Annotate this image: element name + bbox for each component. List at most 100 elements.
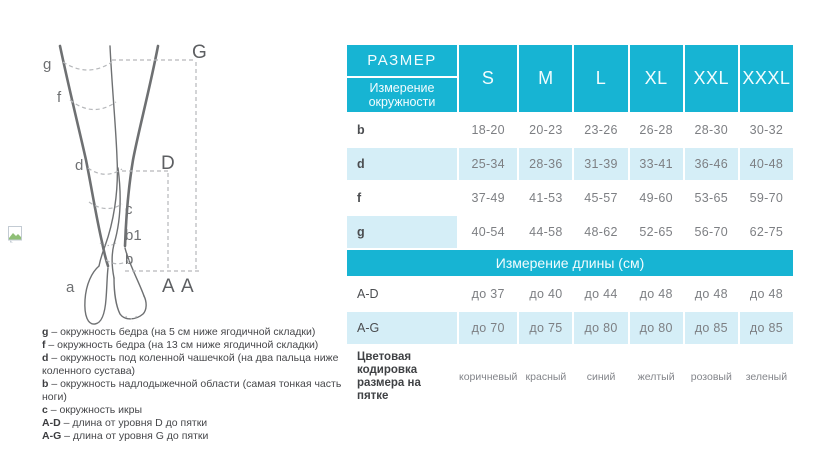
table-cell: 30-32 — [749, 123, 784, 137]
legend-text: – окружность надлодыжечной области (сама… — [42, 378, 342, 403]
diagram-label-d: d — [75, 157, 83, 174]
legend-text: – окружность икры — [47, 404, 142, 416]
table-cell: 44-58 — [529, 225, 563, 239]
table-cell: до 85 — [739, 312, 793, 344]
legend-item-g: g – окружность бедра (на 5 см ниже ягоди… — [42, 326, 344, 339]
g-level-curve — [62, 61, 113, 71]
diagram-label-a: a — [66, 279, 75, 296]
table-cell: 36-46 — [684, 148, 738, 180]
table-cell: 59-70 — [749, 191, 784, 205]
diagram-label-G: G — [192, 42, 207, 63]
left-leg-outer-line — [58, 44, 110, 268]
size-table: РАЗМЕР Измерение окружности S M L XL XXL… — [347, 45, 793, 408]
row-label-f: f — [357, 191, 362, 205]
size-header-box: РАЗМЕР — [347, 45, 457, 76]
legend-item-d: d – окружность под коленной чашечкой (на… — [42, 352, 344, 378]
legend-text: – окружность под коленной чашечкой (на д… — [42, 352, 339, 377]
table-cell: 18-20 — [471, 123, 505, 137]
legend-text: – окружность бедра (на 13 см ниже ягодич… — [45, 339, 319, 351]
legend-key: f — [42, 339, 46, 351]
size-column-M: M — [519, 45, 573, 112]
legs-inner-line — [98, 45, 119, 267]
table-cell: до 44 — [584, 287, 618, 301]
row-label-d: d — [347, 148, 457, 180]
right-leg-outer-line — [123, 44, 160, 248]
legend-key: g — [42, 326, 49, 338]
diagram-label-A-left: A — [162, 276, 175, 297]
table-cell: 23-26 — [584, 123, 618, 137]
diagram-label-A-right: A — [181, 276, 194, 297]
legend-item-c: c – окружность икры — [42, 404, 344, 417]
legend-key: c — [42, 404, 48, 416]
legend-text: – длина от уровня D до пятки — [60, 417, 208, 429]
heel-color-M: красный — [525, 371, 567, 383]
measure-header-box: Измерение окружности — [347, 78, 457, 112]
diagram-label-g: g — [43, 56, 51, 73]
row-label-g: g — [347, 216, 457, 248]
table-cell: до 37 — [471, 287, 505, 301]
legend-item-b: b – окружность надлодыжечной области (са… — [42, 378, 344, 404]
table-cell: до 75 — [519, 312, 573, 344]
table-cell: 53-65 — [694, 191, 729, 205]
legend-key: A-G — [42, 430, 62, 442]
b-level-curve — [105, 258, 132, 265]
table-cell: 28-36 — [519, 148, 573, 180]
table-cell: 52-65 — [639, 225, 673, 239]
c-level-curve — [88, 201, 123, 210]
legend-item-AG: A-G – длина от уровня G до пятки — [42, 430, 344, 443]
table-cell: 20-23 — [529, 123, 563, 137]
table-cell: 31-39 — [574, 148, 628, 180]
legend-key: b — [42, 378, 49, 390]
size-column-XL: XL — [629, 45, 683, 112]
heel-color-L: синий — [586, 371, 616, 383]
measure-header-text: Измерение окружности — [368, 81, 436, 109]
table-cell: до 48 — [639, 287, 673, 301]
diagram-label-f: f — [57, 89, 62, 106]
b1-level-curve — [99, 242, 117, 247]
size-column-XXL: XXL — [684, 45, 738, 112]
table-cell: до 80 — [629, 312, 683, 344]
diagram-label-c: c — [125, 201, 133, 218]
table-cell: 28-30 — [694, 123, 729, 137]
table-cell: 45-57 — [584, 191, 618, 205]
table-cell: 26-28 — [639, 123, 673, 137]
diagram-label-D: D — [161, 153, 175, 174]
table-cell: до 40 — [529, 287, 563, 301]
heel-color-XXXL: зеленый — [745, 371, 788, 383]
table-cell: 56-70 — [694, 225, 729, 239]
d-level-curve — [87, 167, 123, 175]
table-cell: 25-34 — [459, 148, 518, 180]
measurement-legend: g – окружность бедра (на 5 см ниже ягоди… — [42, 326, 344, 443]
table-cell: 37-49 — [471, 191, 505, 205]
color-coding-label: Цветовая кодировка размера на пятке — [347, 346, 457, 408]
table-cell: до 85 — [684, 312, 738, 344]
table-cell: до 80 — [574, 312, 628, 344]
legend-key: A-D — [42, 417, 61, 429]
legend-item-f: f – окружность бедра (на 13 см ниже ягод… — [42, 339, 344, 352]
diagram-label-b: b — [125, 251, 133, 268]
heel-color-XXL: розовый — [690, 371, 732, 383]
table-cell: 41-53 — [529, 191, 563, 205]
table-cell: 33-41 — [629, 148, 683, 180]
table-cell: до 48 — [749, 287, 783, 301]
row-label-AD: A-D — [357, 287, 379, 301]
legend-item-AD: A-D – длина от уровня D до пятки — [42, 417, 344, 430]
table-cell: до 70 — [459, 312, 518, 344]
length-section-header: Измерение длины (см) — [347, 250, 793, 276]
table-cell: 48-62 — [584, 225, 618, 239]
right-shin-inner-line — [111, 167, 121, 279]
legend-text: – окружность бедра (на 5 см ниже ягодичн… — [48, 326, 316, 338]
size-column-L: L — [574, 45, 628, 112]
leg-measurement-diagram: g f d c b1 b a G D A A — [43, 42, 207, 325]
row-label-AG: A-G — [347, 312, 457, 344]
table-header-label-cell: РАЗМЕР Измерение окружности — [347, 45, 457, 112]
table-cell: 49-60 — [639, 191, 673, 205]
left-foot-outline — [84, 265, 109, 325]
f-level-curve — [69, 99, 117, 111]
heel-color-XL: желтый — [637, 371, 675, 383]
right-foot-outer-line — [124, 247, 145, 297]
color-coding-label-text: Цветовая кодировка размера на пятке — [357, 351, 421, 402]
table-cell: до 48 — [694, 287, 728, 301]
diagram-label-b1: b1 — [125, 227, 142, 244]
